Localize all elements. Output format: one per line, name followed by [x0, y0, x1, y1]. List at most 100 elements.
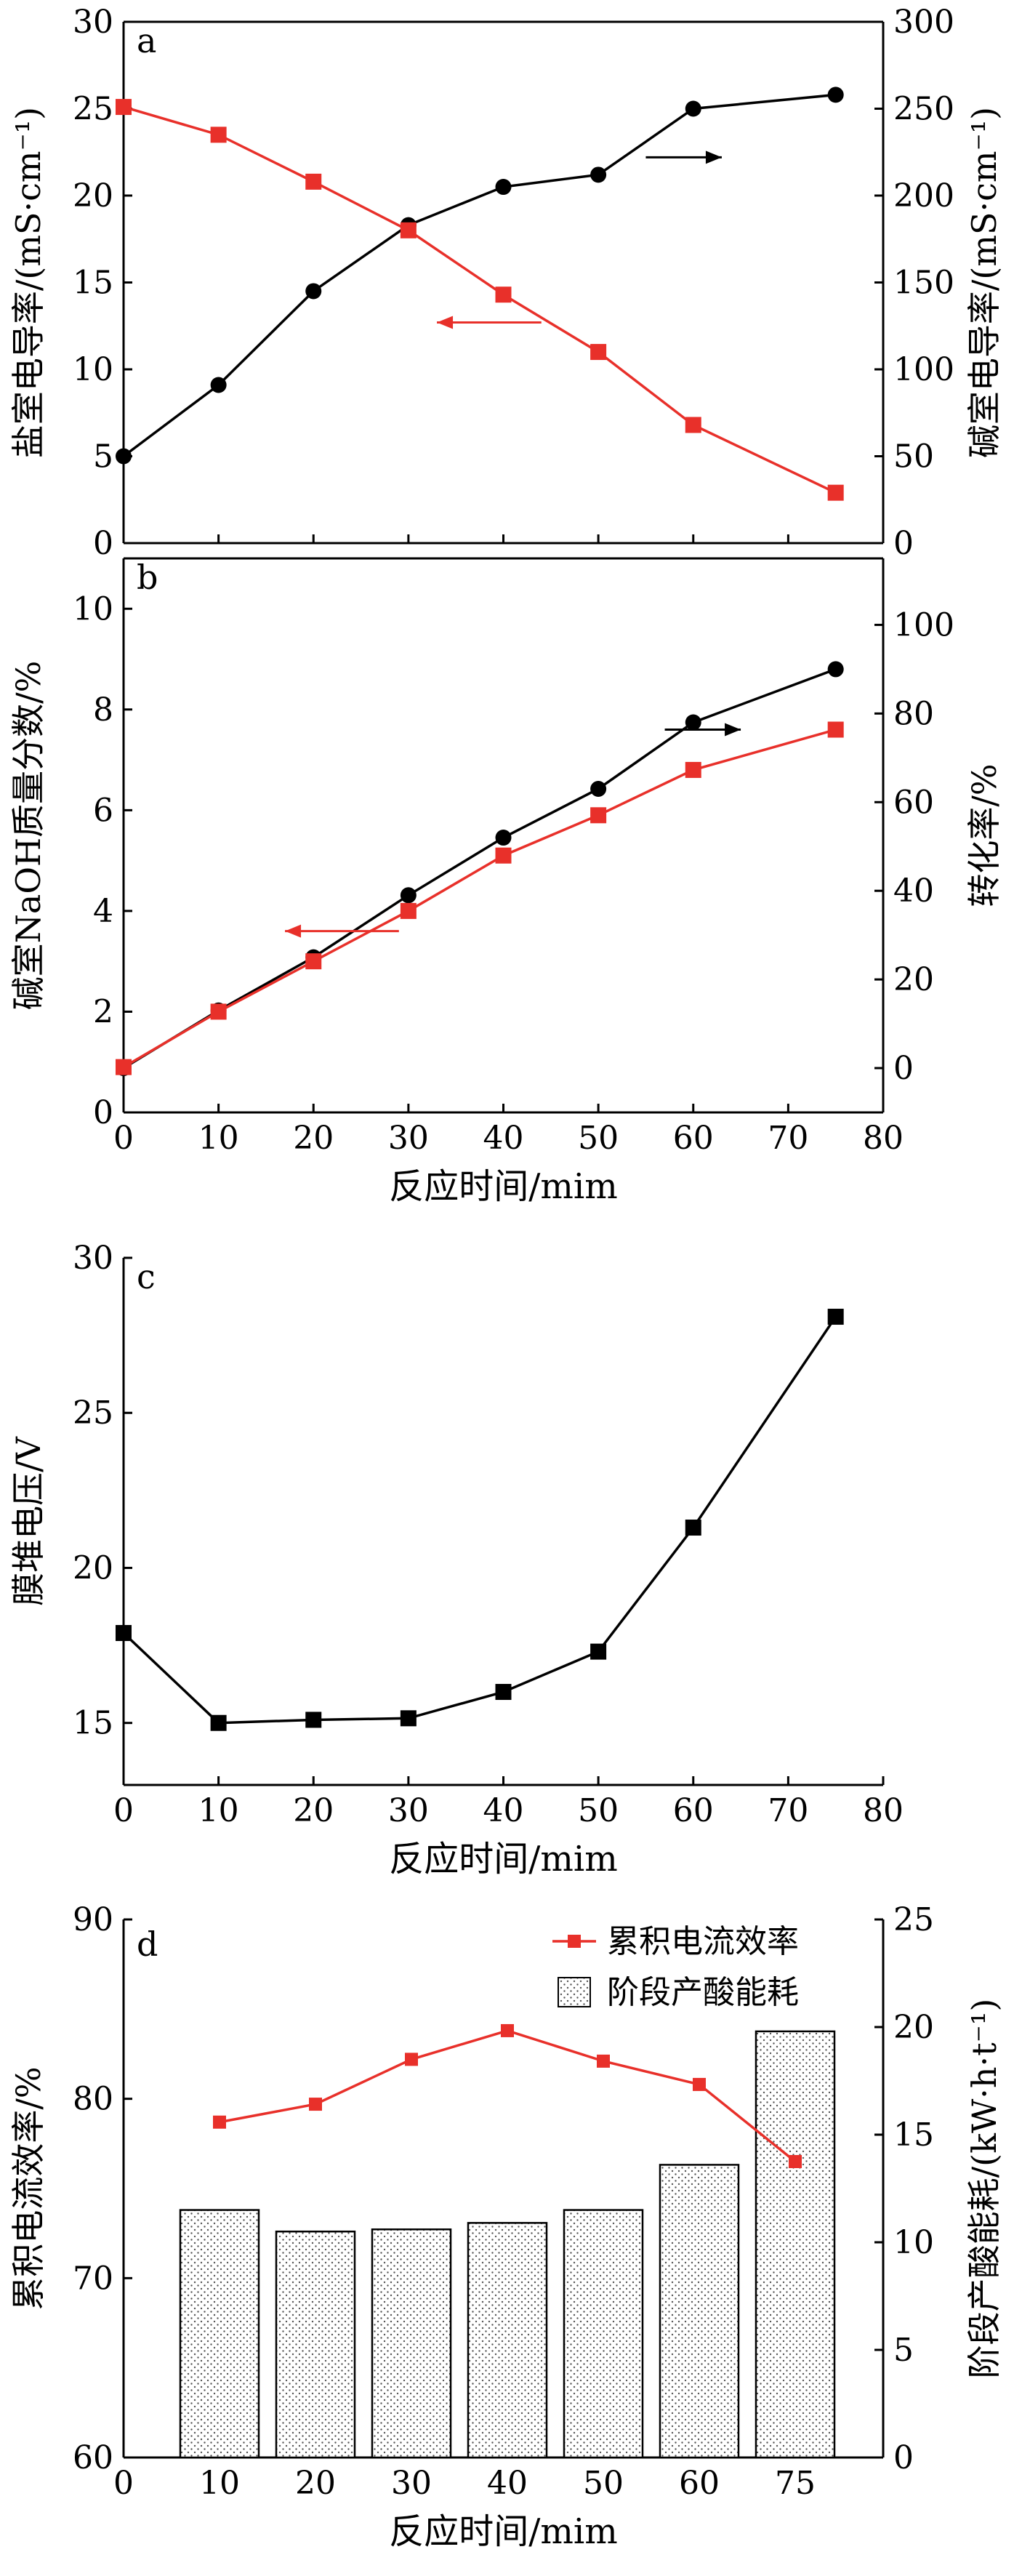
- x-tick-label: 50: [578, 1120, 619, 1157]
- y-tick-label-right: 100: [893, 351, 954, 388]
- y-tick-label-right: 60: [893, 784, 934, 821]
- x-tick-label: 10: [199, 2465, 240, 2502]
- series-1-point: [305, 1712, 322, 1728]
- y-tick-label-right: 20: [893, 2009, 934, 2046]
- series-2-point: [305, 173, 322, 190]
- series-2-point: [400, 902, 417, 919]
- x-tick-label: 50: [578, 1792, 619, 1829]
- x-tick-label: 40: [487, 2465, 528, 2502]
- y-tick-label-left: 5: [93, 438, 113, 476]
- series-2-point: [685, 761, 701, 778]
- y-tick-label-left: 15: [73, 265, 113, 302]
- y-tick-label-left: 20: [73, 1549, 113, 1586]
- x-tick-label: 30: [388, 1792, 429, 1829]
- energy-bar: [467, 2222, 548, 2459]
- series-1-point: [827, 87, 844, 103]
- y-tick-label-left: 70: [73, 2260, 113, 2297]
- x-tick-label: 80: [863, 1120, 904, 1157]
- legend-bar-swatch: [558, 1977, 591, 2007]
- series-1-point: [590, 166, 607, 183]
- direction-arrow-head: [437, 316, 454, 329]
- panel-label: d: [137, 1925, 158, 1964]
- series-2-point: [495, 286, 512, 303]
- y-tick-label-left: 10: [73, 590, 113, 627]
- x-tick-label: 0: [113, 2465, 134, 2502]
- y-tick-label-left: 25: [73, 1395, 113, 1432]
- series-1-point: [210, 377, 227, 393]
- x-tick-label: 10: [198, 1120, 239, 1157]
- series-1-point: [400, 1710, 417, 1727]
- series-2-point: [116, 99, 132, 116]
- y-tick-label-right: 300: [893, 4, 954, 41]
- direction-arrow-head: [725, 723, 741, 737]
- efficiency-point: [693, 2077, 706, 2091]
- x-tick-label: 0: [113, 1120, 134, 1157]
- efficiency-point: [213, 2115, 226, 2129]
- efficiency-point: [501, 2023, 514, 2037]
- series-2-point: [590, 807, 607, 824]
- y-axis-label-left: 碱室NaOH质量分数/%: [9, 661, 48, 1011]
- y-tick-label-left: 4: [93, 893, 113, 930]
- series-2-point: [400, 222, 417, 238]
- y-axis-label-right: 转化率/%: [965, 763, 1004, 907]
- series-2-point: [116, 1059, 132, 1075]
- y-tick-label-right: 0: [893, 1050, 914, 1087]
- y-tick-label-right: 0: [893, 525, 914, 562]
- y-tick-label-left: 8: [93, 691, 113, 729]
- series-1-point: [116, 1625, 132, 1642]
- legend-label: 累积电流效率: [607, 1923, 799, 1960]
- y-tick-label-left: 6: [93, 792, 113, 829]
- panel-c-chart: 0 10 20 30 40 50 60 70 80 15 20 25 30 c 膜堆电压/V 反应时间/mim: [9, 1240, 904, 1879]
- x-axis-label: 反应时间/mim: [389, 1839, 618, 1879]
- series-1-point: [495, 830, 512, 846]
- panel-d-chart: 60 70 80 90 0 5 10 15 20 25 0 10 20 30 40 50 60 75 d 累积电流效率…: [9, 1901, 1004, 2552]
- x-tick-label: 0: [113, 1792, 134, 1829]
- y-tick-label-left: 10: [73, 351, 113, 388]
- y-axis-label-right: 碱室电导率/(mS·cm⁻¹): [965, 107, 1004, 458]
- series-1-point: [827, 1309, 844, 1325]
- energy-bar: [755, 2030, 836, 2459]
- energy-bar: [563, 2209, 644, 2459]
- x-tick-label: 60: [673, 1120, 714, 1157]
- series-1-point: [400, 887, 417, 904]
- series-1-point: [685, 100, 701, 117]
- y-tick-label-left: 20: [73, 177, 113, 214]
- x-axis-label: 反应时间/mim: [389, 2511, 618, 2552]
- y-tick-label-left: 25: [73, 91, 113, 128]
- direction-arrow-head: [285, 924, 302, 938]
- series-2-point: [827, 721, 844, 738]
- y-tick-label-right: 100: [893, 606, 954, 643]
- series-1-point: [685, 1520, 701, 1536]
- series-1-point: [210, 1714, 227, 1731]
- series-1-point: [116, 448, 132, 465]
- y-tick-label-left: 0: [93, 525, 113, 562]
- y-tick-label-left: 30: [73, 4, 113, 41]
- series-2-point: [210, 127, 227, 143]
- y-tick-label-left: 80: [73, 2081, 113, 2118]
- x-tick-label: 60: [679, 2465, 720, 2502]
- y-tick-label-right: 20: [893, 961, 934, 998]
- y-axis-label-left: 膜堆电压/V: [9, 1436, 48, 1605]
- energy-bar: [275, 2230, 356, 2459]
- y-tick-label-right: 0: [893, 2439, 914, 2476]
- y-tick-label-right: 150: [893, 265, 954, 302]
- efficiency-point: [309, 2098, 322, 2111]
- energy-bar: [179, 2209, 260, 2459]
- panel-label: c: [137, 1257, 156, 1296]
- x-tick-label: 75: [775, 2465, 816, 2502]
- x-tick-label: 50: [583, 2465, 624, 2502]
- efficiency-point: [405, 2053, 418, 2066]
- series-2-point: [827, 484, 844, 501]
- series-2-point: [495, 847, 512, 864]
- series-2-line: [123, 728, 837, 1069]
- series-1-point: [305, 283, 322, 300]
- series-1-point: [590, 780, 607, 797]
- x-tick-label: 40: [483, 1792, 524, 1829]
- legend-line-marker: [568, 1935, 581, 1948]
- y-tick-label-right: 10: [893, 2224, 934, 2261]
- x-tick-label: 20: [293, 1792, 334, 1829]
- x-tick-label: 20: [295, 2465, 336, 2502]
- series-2-point: [685, 417, 701, 433]
- legend-label: 阶段产酸能耗: [607, 1974, 799, 2011]
- x-axis-label: 反应时间/mim: [389, 1166, 618, 1207]
